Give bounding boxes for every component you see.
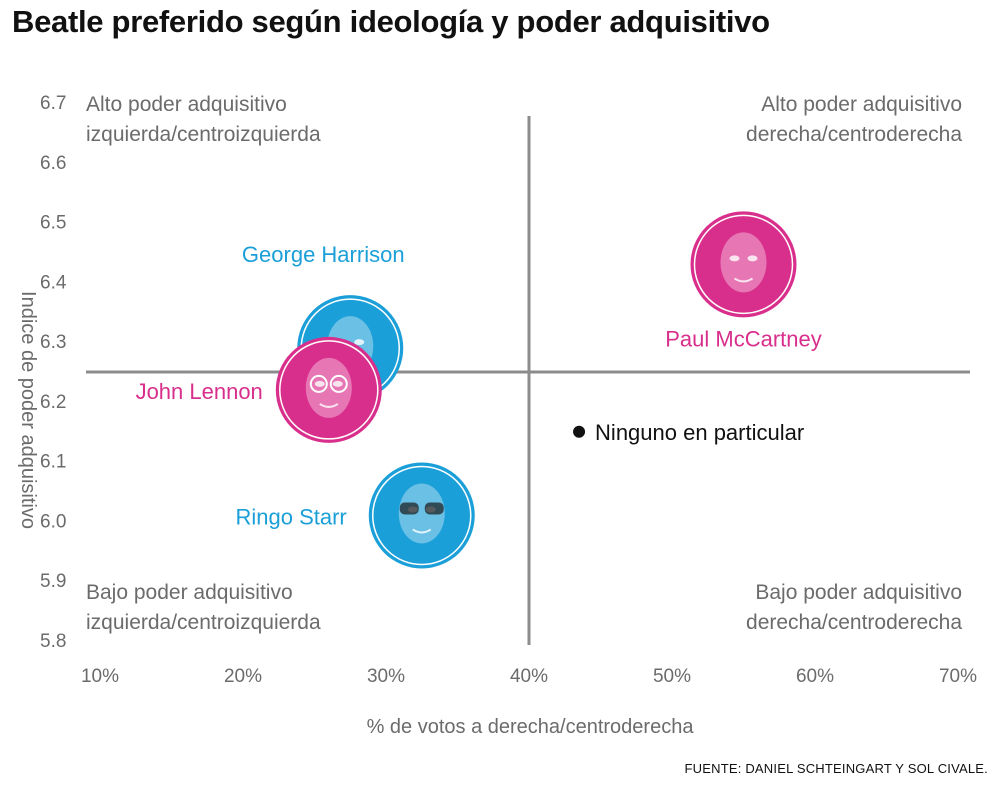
- y-tick-label: 6.2: [40, 392, 66, 413]
- x-axis-title: % de votos a derecha/centroderecha: [367, 716, 695, 738]
- portrait-disc: [368, 462, 475, 569]
- x-tick-label: 60%: [796, 666, 834, 687]
- face-shape: [398, 483, 445, 544]
- portrait-marker-john-lennon: [275, 336, 382, 443]
- point-label-john-lennon: John Lennon: [136, 379, 263, 404]
- quadrant-label-top-right-line2: derecha/centroderecha: [746, 123, 962, 146]
- y-tick-label: 6.5: [40, 213, 66, 234]
- eye-right: [747, 255, 758, 262]
- sunglasses-left-lens: [399, 502, 419, 515]
- x-tick-label: 30%: [367, 666, 405, 687]
- portrait-ring: [693, 214, 794, 315]
- x-tick-label: 10%: [81, 666, 119, 687]
- chart-title: Beatle preferido según ideología y poder…: [12, 4, 770, 39]
- quadrant-label-top-left-line2: izquierda/centroizquierda: [86, 123, 321, 146]
- quadrant-label-top-left-line1: Alto poder adquisitivo: [86, 93, 287, 116]
- x-tick-label: 70%: [939, 666, 977, 687]
- point-label-ninguno-en-particular: Ninguno en particular: [595, 420, 804, 445]
- face-shape: [305, 357, 352, 418]
- glasses-right-lens: [329, 374, 348, 393]
- portrait-ring: [372, 465, 472, 566]
- portrait-disc: [690, 211, 797, 318]
- eye-left: [729, 255, 740, 262]
- y-tick-label: 5.8: [40, 631, 66, 652]
- point-ninguno-en-particular: [573, 425, 586, 438]
- portrait-marker-paul-mccartney: [690, 211, 797, 318]
- portrait-marker-ringo-starr: [368, 462, 475, 569]
- source-note: FUENTE: DANIEL SCHTEINGART Y SOL CIVALE.: [684, 761, 988, 776]
- point-label-george-harrison: George Harrison: [242, 242, 405, 267]
- quadrant-label-bottom-right-line1: Bajo poder adquisitivo: [755, 581, 962, 604]
- quadrant-label-bottom-left-line2: izquierda/centroizquierda: [86, 611, 321, 634]
- quadrant-label-bottom-left-line1: Bajo poder adquisitivo: [86, 581, 293, 604]
- y-tick-label: 5.9: [40, 571, 66, 592]
- portrait-disc: [275, 336, 382, 443]
- y-tick-label: 6.7: [40, 93, 66, 114]
- x-tick-label: 50%: [653, 666, 691, 687]
- quadrant-label-bottom-right-line2: derecha/centroderecha: [746, 611, 962, 634]
- glasses-left-lens: [309, 374, 328, 393]
- eye-right: [354, 339, 365, 346]
- eye-right: [332, 380, 343, 387]
- quadrant-label-top-right-line1: Alto poder adquisitivo: [761, 93, 962, 116]
- point-label-ringo-starr: Ringo Starr: [235, 504, 346, 529]
- x-tick-label: 20%: [224, 666, 262, 687]
- point-label-paul-mccartney: Paul McCartney: [665, 326, 822, 351]
- mouth: [319, 403, 339, 408]
- x-tick-label: 40%: [510, 666, 548, 687]
- y-axis-title: Indice de poder adquisitivo: [17, 291, 39, 529]
- mouth: [733, 277, 754, 283]
- y-tick-label: 6.0: [40, 511, 66, 532]
- y-tick-label: 6.1: [40, 452, 66, 473]
- y-tick-label: 6.4: [40, 272, 67, 293]
- y-tick-label: 6.6: [40, 153, 66, 174]
- mouth: [412, 528, 432, 534]
- face-shape: [720, 232, 767, 293]
- portrait-ring: [279, 340, 379, 440]
- eye-left: [314, 380, 325, 387]
- y-tick-label: 6.3: [40, 332, 66, 353]
- sunglasses-right-lens: [424, 502, 444, 515]
